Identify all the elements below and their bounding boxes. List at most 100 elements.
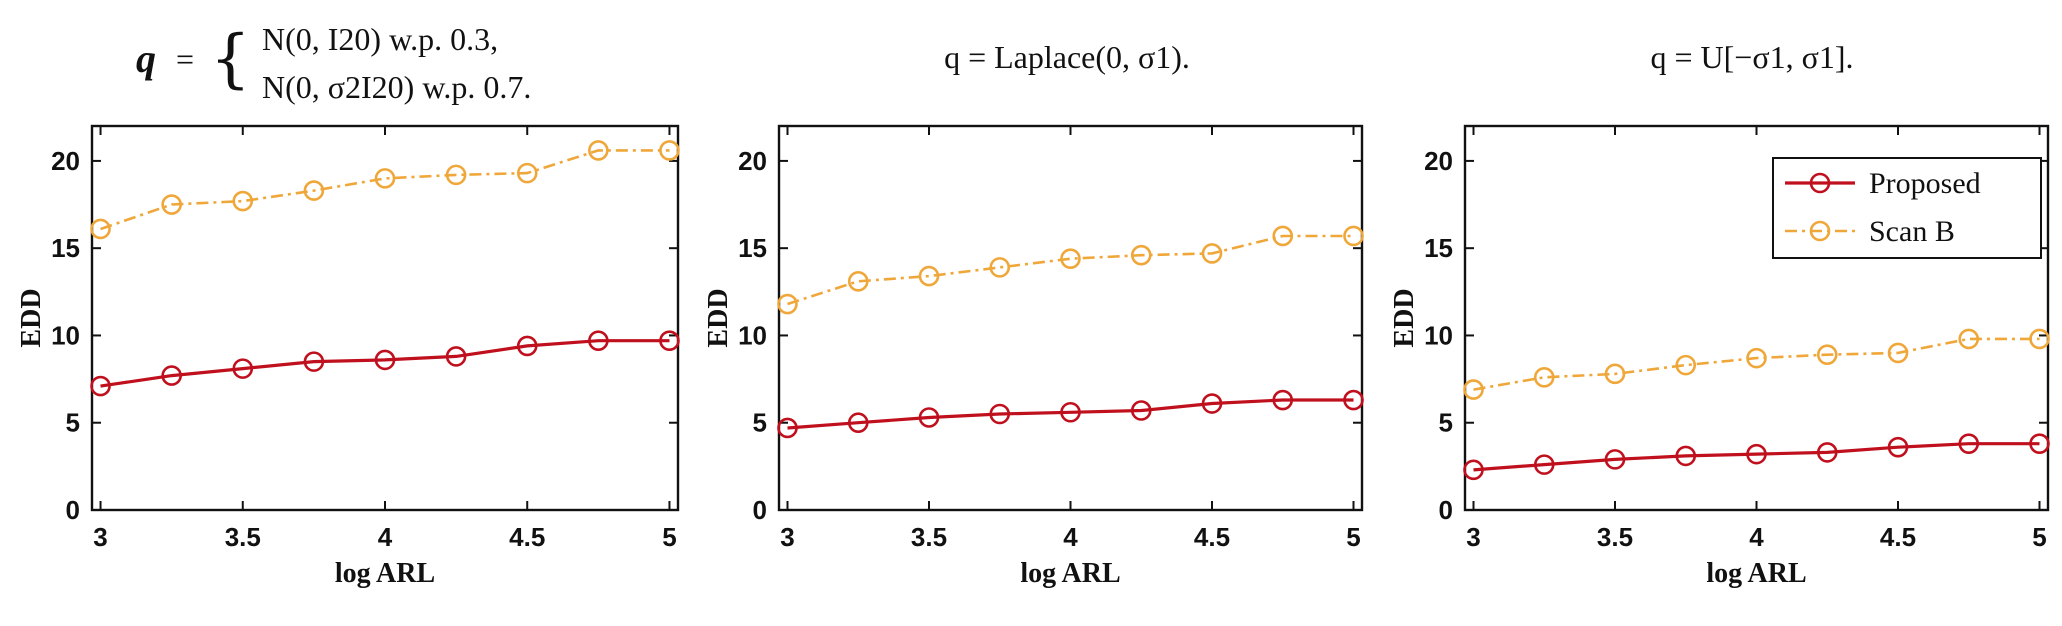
data-point-scan-b <box>1343 225 1364 247</box>
x-tick-label: 5 <box>662 522 676 552</box>
data-point-scan-b <box>1604 363 1626 385</box>
y-tick-label: 0 <box>753 495 767 525</box>
x-tick-label: 4.5 <box>1194 522 1230 552</box>
x-tick-label: 4.5 <box>509 522 545 552</box>
data-point-proposed <box>516 335 538 357</box>
y-tick-label: 15 <box>51 233 80 263</box>
data-point-proposed <box>1604 449 1626 470</box>
data-point-proposed <box>588 330 609 351</box>
x-tick-label: 3 <box>93 522 107 552</box>
data-point-proposed <box>1816 442 1838 463</box>
x-tick-label: 4 <box>1063 522 1078 552</box>
y-tick-label: 15 <box>738 233 767 263</box>
data-point-scan-b <box>659 140 680 161</box>
panel-1-title-eq: = <box>176 41 194 77</box>
data-point-proposed <box>777 417 798 439</box>
x-tick-label: 3 <box>1466 522 1480 552</box>
data-point-scan-b <box>1130 244 1152 266</box>
series-line-scan-b <box>787 234 1354 306</box>
data-point-proposed <box>374 349 396 371</box>
axes-box <box>90 124 680 512</box>
y-tick-label: 20 <box>51 146 80 176</box>
y-axis-label: EDD <box>16 288 47 347</box>
data-point-scan-b <box>1533 367 1555 388</box>
y-tick-label: 0 <box>66 495 80 525</box>
data-point-proposed <box>1463 459 1484 481</box>
series-line-scan-b <box>1473 337 2040 391</box>
y-tick-label: 20 <box>738 146 767 176</box>
axes-box <box>777 124 1364 512</box>
data-point-proposed <box>1272 389 1294 411</box>
series-line-scan-b <box>100 149 670 231</box>
x-tick-label: 3 <box>780 522 794 552</box>
x-tick-label: 5 <box>1346 522 1360 552</box>
data-point-scan-b <box>1816 344 1838 365</box>
data-point-proposed <box>232 358 254 379</box>
y-tick-label: 10 <box>738 320 767 350</box>
data-point-scan-b <box>1887 342 1909 364</box>
panel-2-title: q = Laplace(0, σ1). <box>944 39 1190 75</box>
data-point-proposed <box>918 407 940 428</box>
panel-1-title-q: q <box>136 36 156 81</box>
data-point-scan-b <box>1675 354 1697 376</box>
x-tick-label: 3.5 <box>1597 522 1633 552</box>
data-point-scan-b <box>445 164 467 186</box>
legend-label: Proposed <box>1869 167 1981 200</box>
y-axis-label: EDD <box>703 288 734 347</box>
x-tick-label: 4 <box>378 522 393 552</box>
y-tick-label: 5 <box>753 408 767 438</box>
x-tick-label: 3.5 <box>911 522 947 552</box>
data-point-scan-b <box>989 257 1011 278</box>
panel-1-title-line1: N(0, I20) w.p. 0.3, <box>262 21 498 57</box>
data-point-scan-b <box>374 168 396 189</box>
data-point-scan-b <box>847 271 869 292</box>
data-point-scan-b <box>1272 225 1294 247</box>
data-point-scan-b <box>232 190 254 212</box>
panel-2: 0 5 10 15 20 3 3.5 4 4.5 5 log ARL EDD <box>703 124 1364 589</box>
data-point-scan-b <box>161 194 182 215</box>
data-point-proposed <box>1887 436 1909 458</box>
data-point-scan-b <box>588 140 609 161</box>
data-point-scan-b <box>516 162 538 184</box>
data-point-proposed <box>989 403 1011 425</box>
data-point-proposed <box>1201 393 1223 414</box>
y-tick-label: 10 <box>51 320 80 350</box>
data-point-scan-b <box>1463 379 1484 400</box>
plots: 0 5 10 15 20 3 3.5 4 4.5 5 log ARL EDD 0 5 10 15 20 3 3.5 4… <box>16 124 2050 589</box>
y-tick-label: 15 <box>1424 233 1453 263</box>
data-point-scan-b <box>1060 248 1081 269</box>
y-tick-label: 5 <box>66 408 80 438</box>
panel-1-title-line2: N(0, σ2I20) w.p. 0.7. <box>262 69 531 105</box>
x-axis-label: log ARL <box>1706 558 1806 589</box>
data-point-proposed <box>1060 401 1081 423</box>
y-axis-label: EDD <box>1389 288 1420 347</box>
x-tick-label: 5 <box>2032 522 2046 552</box>
data-point-scan-b <box>918 265 940 287</box>
data-point-scan-b <box>90 218 111 240</box>
panel-1-title-brace: { <box>210 22 251 96</box>
legend-label: Scan B <box>1869 215 1955 248</box>
data-point-proposed <box>1958 433 1980 454</box>
data-point-proposed <box>659 330 680 351</box>
x-tick-label: 4.5 <box>1880 522 1916 552</box>
data-point-proposed <box>847 412 869 434</box>
y-tick-label: 20 <box>1424 146 1453 176</box>
data-point-proposed <box>445 346 467 367</box>
x-tick-label: 3.5 <box>225 522 261 552</box>
data-point-proposed <box>1746 443 1767 465</box>
data-point-proposed <box>1130 400 1152 421</box>
panel-3-title: q = U[−σ1, σ1]. <box>1650 39 1853 75</box>
data-point-proposed <box>2029 433 2050 454</box>
legend: Proposed Scan B <box>1772 157 2042 259</box>
x-tick-label: 4 <box>1749 522 1764 552</box>
data-point-scan-b <box>303 180 325 201</box>
data-point-proposed <box>303 351 325 372</box>
data-point-scan-b <box>2029 328 2050 350</box>
panel-1-title: q = { N(0, I20) w.p. 0.3, N(0, σ2I20) w.… <box>136 21 531 105</box>
y-tick-label: 0 <box>1439 495 1453 525</box>
data-point-proposed <box>1533 454 1555 475</box>
data-point-proposed <box>90 375 111 397</box>
x-axis-label: log ARL <box>1020 558 1120 589</box>
y-tick-label: 5 <box>1439 408 1453 438</box>
